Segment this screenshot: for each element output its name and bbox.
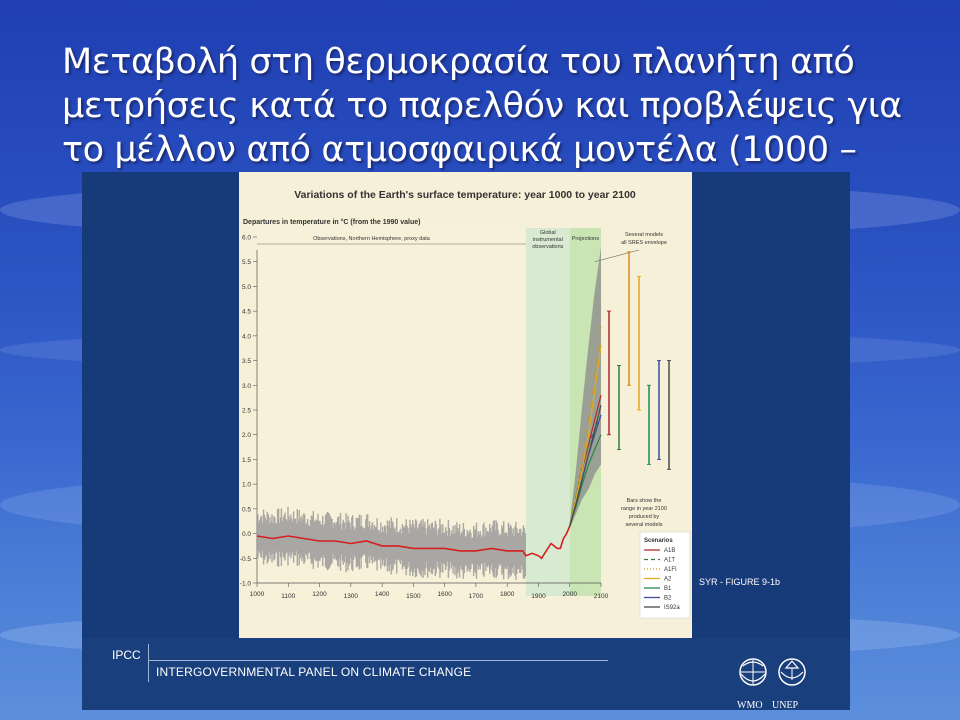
sres-envelope: [569, 246, 601, 529]
x-tick-label: 1900: [531, 593, 546, 600]
region-label-models-1: Several models: [625, 232, 663, 238]
y-tick-label: -0.5: [240, 556, 252, 563]
x-tick-label: 2000: [562, 591, 577, 598]
slide-title: Μεταβολή στη θερμοκρασία του πλανήτη από…: [62, 42, 902, 170]
wmo-logo-icon: [739, 658, 767, 686]
ipcc-short-name: IPCC: [112, 648, 141, 662]
y-tick-label: -1.0: [240, 581, 252, 588]
series-a2: [569, 345, 602, 527]
y-tick-label: 1.0: [242, 482, 251, 489]
y-tick-label: 0.5: [242, 506, 251, 513]
temperature-chart: Variations of the Earth's surface temper…: [240, 189, 691, 619]
x-tick-label: 1200: [312, 591, 327, 598]
unep-logo-icon: [778, 658, 806, 686]
wmo-label: WMO: [737, 700, 763, 711]
legend-title: Scenarios: [644, 538, 673, 544]
series-a1fi: [569, 325, 602, 527]
figure-panel: Variations of the Earth's surface temper…: [82, 172, 850, 711]
instrumental-region-bg: [525, 228, 570, 596]
legend-label-a2: A2: [664, 577, 672, 583]
chart-title: Variations of the Earth's surface temper…: [294, 189, 636, 201]
series-observed: [256, 525, 571, 560]
x-tick-label: 1600: [437, 591, 452, 598]
legend-label-a1fi: A1FI: [664, 567, 677, 573]
annotation-line: several models: [626, 522, 663, 528]
region-label-proxy: Observations, Northern Hemisphere, proxy…: [313, 236, 431, 242]
region-label-instrumental-1: Global: [540, 230, 556, 236]
models-pointer-line: [594, 249, 640, 263]
chart-frame: Variations of the Earth's surface temper…: [239, 172, 692, 638]
series-is92a: [569, 404, 602, 527]
y-tick-label: 4.0: [242, 333, 251, 340]
legend-label-b2: B2: [664, 596, 672, 602]
footer-divider-horizontal: [148, 660, 608, 661]
x-tick-label: 1500: [406, 593, 421, 600]
annotation-line: Bars show the: [627, 498, 662, 504]
x-tick-label: 1300: [344, 593, 359, 600]
figure-caption: SYR - FIGURE 9-1b: [699, 577, 781, 587]
y-tick-label: 4.5: [242, 309, 251, 316]
x-tick-label: 1400: [375, 591, 390, 598]
footer-divider-vertical: [148, 644, 149, 682]
y-axis-label: Departures in temperature in °C (from th…: [243, 218, 420, 226]
y-tick-label: 1.5: [242, 457, 251, 464]
legend-box: [639, 531, 691, 619]
legend-label-a1b: A1B: [664, 548, 675, 554]
x-tick-label: 1700: [469, 593, 484, 600]
legend-label-is92a: IS92a: [664, 605, 680, 611]
ipcc-footer: IPCC INTERGOVERNMENTAL PANEL ON CLIMATE …: [82, 638, 850, 710]
series-a1t: [569, 414, 602, 527]
annotation-line: produced by: [629, 514, 660, 520]
annotation-line: range in year 2100: [621, 506, 667, 512]
legend-label-a1t: A1T: [664, 558, 675, 564]
y-tick-label: 6.0: [242, 235, 251, 242]
region-label-models-2: all SRES envelope: [621, 240, 667, 246]
x-tick-label: 1100: [281, 593, 295, 600]
y-tick-label: 0.0: [242, 531, 251, 538]
x-tick-label: 2100: [594, 593, 609, 600]
y-tick-label: 3.5: [242, 358, 251, 365]
x-tick-label: 1000: [250, 591, 265, 598]
unep-label: UNEP: [772, 700, 799, 711]
region-label-instrumental-2: instrumental: [533, 237, 563, 243]
y-tick-label: 2.5: [242, 408, 251, 415]
ipcc-full-name: INTERGOVERNMENTAL PANEL ON CLIMATE CHANG…: [156, 665, 472, 679]
x-tick-label: 1800: [500, 591, 515, 598]
legend-label-b1: B1: [664, 586, 672, 592]
region-label-projections: Projections: [572, 236, 599, 242]
y-tick-label: 2.0: [242, 432, 251, 439]
y-tick-label: 3.0: [242, 383, 251, 390]
y-tick-label: 5.0: [242, 284, 251, 291]
y-tick-label: 5.5: [242, 259, 251, 266]
region-label-instrumental-3: observations: [532, 244, 563, 250]
